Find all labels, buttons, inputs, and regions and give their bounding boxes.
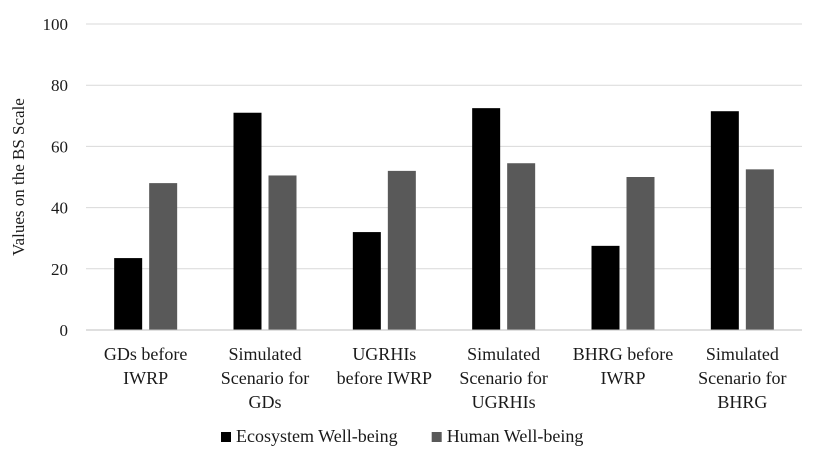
x-category-label: Simulated — [706, 344, 779, 364]
y-tick-label: 40 — [51, 199, 68, 218]
x-category-label: IWRP — [601, 368, 646, 388]
y-tick-labels: 0 20 40 60 80 100 — [43, 15, 69, 340]
x-category-label: before IWRP — [337, 368, 432, 388]
x-category-label: UGRHIs — [352, 344, 416, 364]
bar-human-well-being — [149, 183, 178, 330]
x-category-label: Simulated — [229, 344, 302, 364]
bar-ecosystem-well-being — [472, 108, 501, 331]
bar-ecosystem-well-being — [591, 245, 620, 330]
bar-ecosystem-well-being — [233, 112, 262, 331]
y-tick-label: 60 — [51, 137, 68, 156]
bar-human-well-being — [268, 175, 297, 330]
bar-ecosystem-well-being — [710, 111, 739, 331]
x-category-labels: GDs before IWRP Simulated Scenario for GDs UG… — [104, 344, 787, 412]
bar-human-well-being — [626, 177, 655, 330]
y-axis-title: Values on the BS Scale — [9, 98, 28, 256]
legend-label: Ecosystem Well-being — [236, 426, 398, 446]
legend-swatch — [221, 432, 231, 442]
x-category-label: Scenario for — [459, 368, 547, 388]
bar-ecosystem-well-being — [114, 258, 143, 330]
legend: Ecosystem Well-being Human Well-being — [221, 426, 583, 446]
legend-label: Human Well-being — [447, 426, 584, 446]
y-tick-label: 80 — [51, 76, 68, 95]
x-category-label: GDs before — [104, 344, 187, 364]
x-category-label: Simulated — [467, 344, 540, 364]
legend-swatch — [431, 432, 442, 442]
bar-human-well-being — [745, 169, 774, 330]
bar-ecosystem-well-being — [352, 232, 381, 330]
y-tick-label: 20 — [51, 260, 68, 279]
y-tick-label: 100 — [43, 15, 69, 34]
x-category-label: Scenario for — [698, 368, 786, 388]
bar-human-well-being — [507, 163, 536, 330]
x-category-label: BHRG — [717, 392, 767, 412]
x-category-label: UGRHIs — [472, 392, 536, 412]
bars — [114, 108, 774, 331]
gridlines — [86, 23, 802, 270]
x-category-label: GDs — [248, 392, 281, 412]
bar-human-well-being — [387, 170, 416, 330]
y-tick-label: 0 — [60, 321, 69, 340]
x-category-label: Scenario for — [221, 368, 309, 388]
x-category-label: IWRP — [123, 368, 168, 388]
x-category-label: BHRG before — [573, 344, 673, 364]
